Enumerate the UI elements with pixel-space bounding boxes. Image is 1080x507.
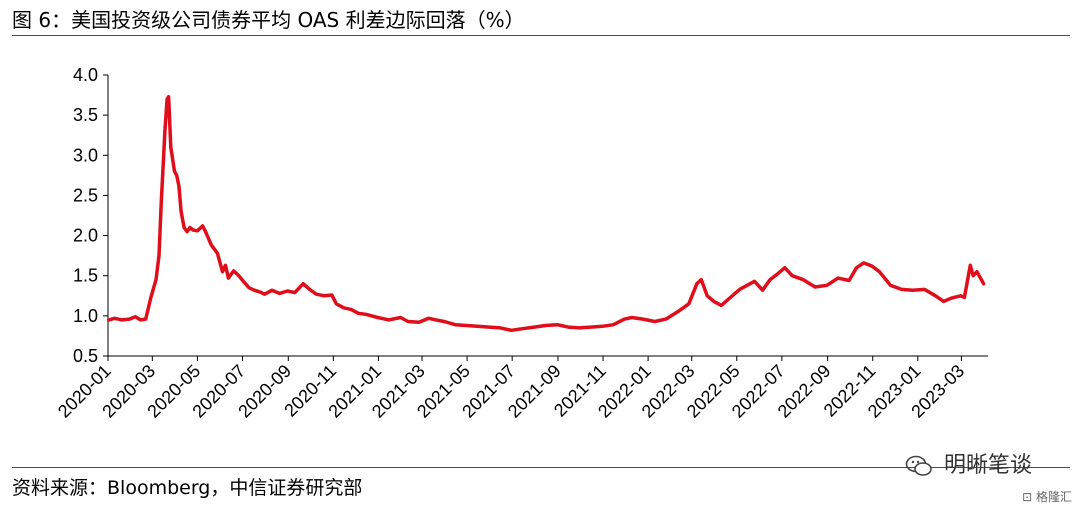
y-tick-label: 4.0 [73, 65, 98, 85]
source-note: 资料来源：Bloomberg，中信证券研究部 [12, 477, 363, 499]
wechat-icon [905, 455, 932, 476]
y-tick-label: 3.0 [73, 145, 98, 165]
y-tick-label: 2.0 [73, 226, 98, 246]
x-tick-labels: 2020-012020-032020-052020-072020-092020-… [54, 361, 968, 422]
y-tick-label: 3.5 [73, 105, 98, 125]
y-tick-label: 0.5 [73, 346, 98, 366]
bottom-rule [12, 467, 1070, 468]
watermark: 明晰笔谈 [905, 447, 1032, 479]
y-tick-labels: 0.5 1.0 1.5 2.0 2.5 3.0 3.5 4.0 [73, 65, 98, 366]
badge-icon: ⊡ [1022, 490, 1033, 504]
badge-text: 格隆汇 [1035, 490, 1072, 504]
y-tick-label: 1.5 [73, 266, 98, 286]
oas-series-line [106, 94, 986, 333]
watermark-text: 明晰笔谈 [944, 453, 1033, 478]
top-rule [12, 35, 1070, 36]
source-badge: ⊡ 格隆汇 [1022, 488, 1072, 505]
y-tick-label: 1.0 [73, 306, 98, 326]
y-tick-label: 2.5 [73, 185, 98, 205]
figure-title: 图 6：美国投资级公司债券平均 OAS 利差边际回落（%） [12, 8, 525, 32]
oas-spread-chart: 0.5 1.0 1.5 2.0 2.5 3.0 3.5 4.0 2020-012020-032… [54, 65, 988, 422]
chart-axes [103, 74, 988, 361]
